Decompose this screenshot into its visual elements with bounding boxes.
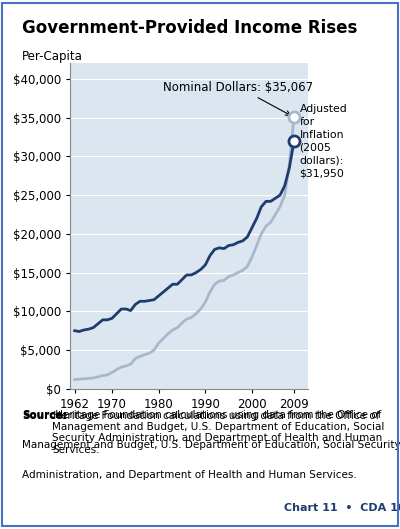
Text: Heritage Foundation calculations using data from the Office of: Heritage Foundation calculations using d… <box>50 411 379 421</box>
Text: Chart 11  •  CDA 10-08  ⌂  heritage.org: Chart 11 • CDA 10-08 ⌂ heritage.org <box>284 503 400 513</box>
Text: Per-Capita: Per-Capita <box>22 50 83 63</box>
Text: Government-Provided Income Rises: Government-Provided Income Rises <box>22 19 357 37</box>
Text: Nominal Dollars: $35,067: Nominal Dollars: $35,067 <box>163 80 314 115</box>
Text: Adjusted
for
Inflation
(2005
dollars):
$31,950: Adjusted for Inflation (2005 dollars): $… <box>300 104 347 178</box>
Text: Source:: Source: <box>22 411 67 421</box>
Text: Management and Budget, U.S. Department of Education, Social Security: Management and Budget, U.S. Department o… <box>22 440 400 450</box>
Text: Source:: Source: <box>22 410 67 420</box>
Text: Administration, and Department of Health and Human Services.: Administration, and Department of Health… <box>22 470 357 480</box>
Text: Heritage Foundation calculations using data from the Office of Management and Bu: Heritage Foundation calculations using d… <box>52 410 384 455</box>
